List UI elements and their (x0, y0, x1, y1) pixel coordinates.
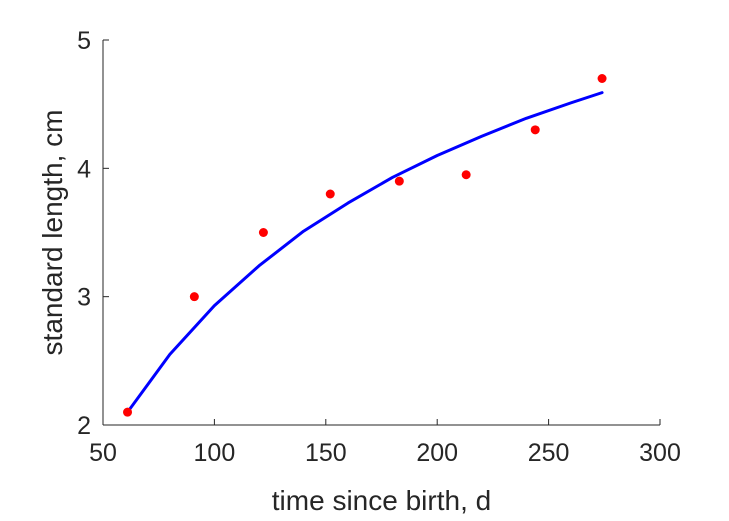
y-tick-label: 4 (77, 155, 91, 183)
series-layer (123, 74, 607, 417)
x-axis-label: time since birth, d (272, 485, 491, 516)
x-tick-label: 200 (416, 439, 458, 467)
y-axis-label: standard length, cm (37, 110, 68, 356)
fit-curve (126, 91, 604, 414)
data-point (530, 125, 540, 135)
axes: 50 100 150 200 250 300 2 3 4 5 (77, 27, 681, 467)
x-tick-label: 100 (194, 439, 236, 467)
x-ticks: 50 100 150 200 250 300 (89, 419, 681, 467)
x-tick-label: 300 (639, 439, 681, 467)
data-point (325, 189, 335, 199)
data-point (597, 74, 607, 83)
y-tick-label: 2 (77, 412, 91, 440)
y-ticks: 2 3 4 5 (77, 27, 109, 440)
x-tick-label: 50 (89, 439, 117, 467)
data-point (461, 170, 471, 180)
x-tick-label: 250 (528, 439, 570, 467)
data-point (258, 228, 268, 237)
data-point (394, 176, 404, 186)
x-tick-label: 150 (305, 439, 347, 467)
y-tick-label: 3 (77, 284, 91, 312)
data-point (189, 292, 199, 302)
y-tick-label: 5 (77, 27, 91, 55)
data-point (123, 407, 133, 417)
